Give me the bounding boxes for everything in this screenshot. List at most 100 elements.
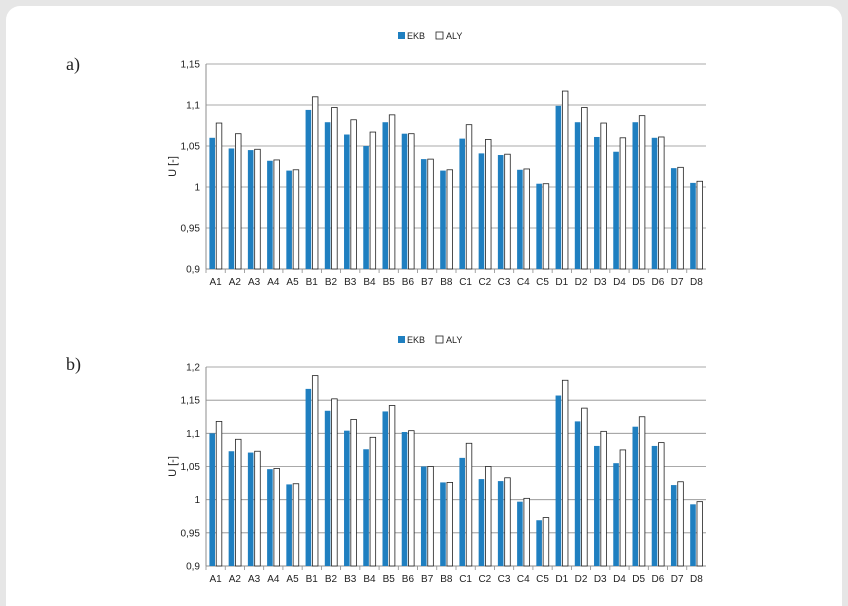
bar-aly	[254, 450, 261, 567]
x-tick-label: A5	[286, 277, 299, 288]
bar-aly	[408, 133, 415, 270]
bar-aly	[273, 468, 280, 567]
x-tick-label: A2	[229, 574, 242, 585]
legend-swatch-aly	[435, 31, 444, 40]
bar-aly	[388, 114, 396, 270]
x-tick-label: D3	[594, 277, 607, 288]
bar-aly	[561, 379, 569, 567]
panel-label-a: a)	[66, 54, 80, 74]
bar-ekb	[613, 463, 619, 566]
bar-aly	[465, 442, 473, 567]
bar-ekb	[517, 501, 523, 566]
bar-ekb	[555, 395, 562, 566]
bar-aly	[581, 407, 588, 567]
bar-aly	[465, 124, 473, 270]
x-tick-label: D6	[652, 277, 665, 288]
x-tick-label: B8	[440, 574, 453, 585]
bar-aly	[619, 449, 627, 567]
y-tick-label: 1	[194, 495, 200, 506]
legend-swatch-aly	[435, 335, 444, 344]
bar-aly	[561, 90, 569, 270]
bar-aly	[485, 466, 492, 567]
x-tick-label: D2	[575, 277, 588, 288]
x-tick-label: B4	[363, 574, 376, 585]
bar-ekb	[574, 421, 581, 566]
x-tick-label: B2	[325, 277, 338, 288]
legend-label-ekb: EKB	[407, 31, 425, 41]
bar-ekb	[651, 137, 658, 269]
bar-ekb	[440, 170, 446, 269]
bar-ekb	[363, 146, 369, 269]
x-tick-label: C3	[498, 277, 511, 288]
x-tick-label: B3	[344, 574, 357, 585]
bar-aly	[369, 131, 377, 270]
y-axis-label: U [-]	[167, 156, 179, 177]
x-tick-label: A4	[267, 574, 280, 585]
bar-ekb	[267, 160, 273, 269]
legend-swatch-ekb	[398, 336, 405, 343]
bar-ekb	[594, 445, 600, 566]
bar-aly	[369, 436, 377, 567]
x-tick-label: C4	[517, 277, 530, 288]
bar-ekb	[382, 411, 389, 566]
y-tick-label: 1,2	[186, 363, 200, 374]
bar-aly	[504, 153, 511, 270]
y-tick-label: 1,15	[181, 60, 201, 71]
x-tick-label: D4	[613, 277, 626, 288]
bar-ekb	[497, 155, 504, 269]
x-tick-label: B5	[383, 277, 396, 288]
bar-ekb	[344, 134, 350, 269]
x-tick-label: D8	[690, 277, 703, 288]
bar-aly	[273, 159, 280, 270]
bar-aly	[504, 477, 511, 567]
bar-ekb	[286, 170, 292, 269]
bar-aly	[677, 166, 684, 270]
bar-ekb	[440, 482, 446, 566]
x-tick-label: B8	[440, 277, 453, 288]
y-tick-label: 1	[194, 183, 200, 194]
bar-aly	[235, 438, 242, 567]
x-tick-label: C5	[536, 277, 549, 288]
y-tick-label: 1,15	[181, 396, 201, 407]
bar-ekb	[228, 451, 235, 566]
bar-ekb	[459, 138, 466, 269]
x-tick-label: B3	[344, 277, 357, 288]
bar-ekb	[536, 183, 542, 269]
bar-aly	[658, 136, 665, 270]
bar-aly	[427, 158, 434, 270]
bar-ekb	[420, 159, 427, 269]
bar-aly	[350, 419, 357, 567]
bar-aly	[638, 416, 646, 567]
bar-aly	[523, 497, 530, 567]
bar-ekb	[478, 479, 485, 566]
bar-aly	[542, 517, 550, 567]
bar-aly	[311, 96, 319, 270]
x-tick-label: D8	[690, 574, 703, 585]
bar-aly	[292, 483, 300, 567]
bar-ekb	[497, 481, 504, 566]
y-tick-label: 0,9	[186, 265, 200, 276]
bar-aly	[292, 169, 300, 270]
bar-aly	[658, 442, 665, 567]
x-tick-label: A3	[248, 277, 261, 288]
x-tick-label: D6	[652, 574, 665, 585]
x-tick-label: C1	[459, 574, 472, 585]
x-tick-label: D2	[575, 574, 588, 585]
x-tick-label: B4	[363, 277, 376, 288]
legend-label-ekb: EKB	[407, 335, 425, 345]
bar-aly	[254, 148, 261, 270]
bar-ekb	[382, 122, 389, 269]
x-tick-label: B7	[421, 574, 434, 585]
bar-aly	[235, 133, 242, 270]
bar-aly	[408, 430, 415, 567]
x-tick-label: A5	[286, 574, 299, 585]
x-tick-label: D7	[671, 574, 684, 585]
x-tick-label: B2	[325, 574, 338, 585]
bar-ekb	[344, 430, 350, 566]
panel-label-b: b)	[66, 354, 81, 374]
x-tick-label: B1	[306, 277, 319, 288]
bar-ekb	[459, 457, 466, 566]
bar-aly	[581, 107, 588, 270]
x-tick-label: D1	[555, 574, 568, 585]
